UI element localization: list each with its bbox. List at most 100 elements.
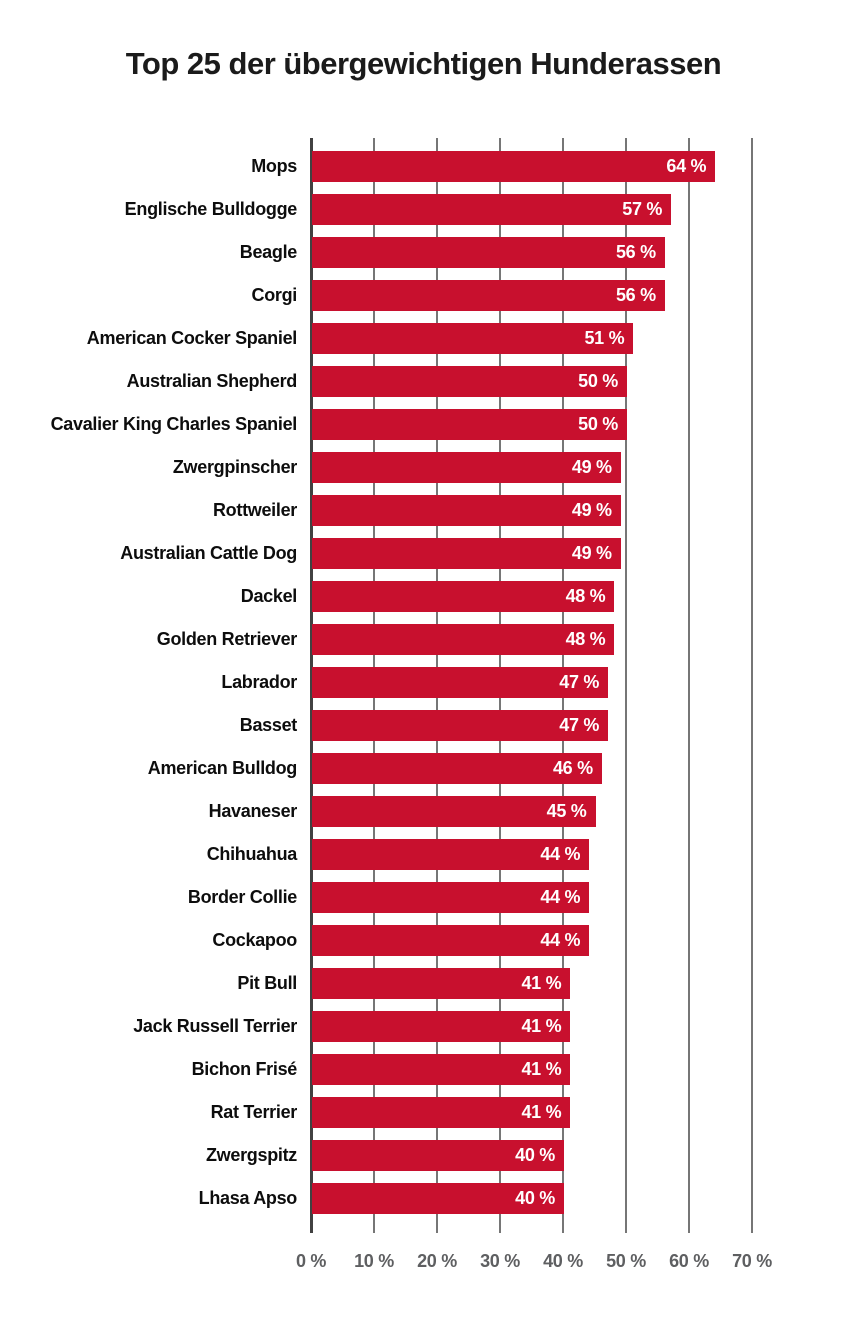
category-label: Cavalier King Charles Spaniel: [50, 414, 298, 434]
bar-row: Rat Terrier 41 %: [0, 1091, 847, 1134]
value-label: 57 %: [622, 199, 663, 219]
x-tick-label: 50 %: [606, 1251, 646, 1271]
bar: 40 %: [312, 1140, 564, 1171]
bar: 45 %: [312, 796, 596, 827]
bar-row: American Cocker Spaniel 51 %: [0, 317, 847, 360]
value-label: 51 %: [584, 328, 625, 348]
category-label: Zwergpinscher: [172, 457, 297, 477]
bar-row: Golden Retriever 48 %: [0, 618, 847, 661]
bar: 44 %: [312, 882, 590, 913]
bar-row: Chihuahua 44 %: [0, 833, 847, 876]
bar-row: Zwergpinscher 49 %: [0, 446, 847, 489]
bar-row: Havaneser 45 %: [0, 790, 847, 833]
x-axis-tick-labels: 0 % 10 % 20 % 30 % 40 % 50 % 60 % 70 %: [296, 1251, 772, 1277]
x-tick-label: 60 %: [669, 1251, 709, 1271]
x-tick-label: 40 %: [543, 1251, 583, 1271]
bar-rows: Mops 64 % Englische Bulldogge 57 % Beagl…: [0, 145, 847, 1220]
category-label: Rat Terrier: [210, 1102, 298, 1122]
gridline: [751, 138, 753, 1233]
bar: 41 %: [312, 968, 571, 999]
bar: 48 %: [312, 581, 615, 612]
bar: 41 %: [312, 1054, 571, 1085]
gridline: [688, 138, 690, 1233]
value-label: 49 %: [571, 500, 612, 520]
bar-row: Bichon Frisé 41 %: [0, 1048, 847, 1091]
category-label: Pit Bull: [237, 973, 297, 993]
bar: 56 %: [312, 280, 665, 311]
gridline: [625, 138, 627, 1233]
category-label: Rottweiler: [212, 500, 297, 520]
bar: 49 %: [312, 538, 621, 569]
category-label: American Cocker Spaniel: [86, 328, 298, 348]
category-label: Corgi: [251, 285, 298, 305]
value-label: 47 %: [559, 715, 600, 735]
bar: 41 %: [312, 1097, 571, 1128]
bar-row: Australian Shepherd 50 %: [0, 360, 847, 403]
bar: 51 %: [312, 323, 634, 354]
bar-row: Corgi 56 %: [0, 274, 847, 317]
bar: 46 %: [312, 753, 602, 784]
category-label: Lhasa Apso: [198, 1188, 298, 1208]
bar: 41 %: [312, 1011, 571, 1042]
bar-row: Cockapoo 44 %: [0, 919, 847, 962]
value-label: 40 %: [515, 1145, 555, 1165]
y-axis-line: [309, 138, 313, 1233]
category-label: Dackel: [240, 586, 298, 606]
value-label: 48 %: [565, 586, 606, 606]
value-label: 44 %: [540, 844, 581, 864]
bar: 49 %: [312, 495, 621, 526]
category-label: Bichon Frisé: [191, 1059, 298, 1079]
bar-row: Border Collie 44 %: [0, 876, 847, 919]
value-label: 44 %: [540, 887, 581, 907]
bar-row: Beagle 56 %: [0, 231, 847, 274]
x-tick-label: 0 %: [295, 1251, 327, 1271]
value-label: 64 %: [666, 156, 707, 176]
bar-row: Pit Bull 41 %: [0, 962, 847, 1005]
bar-row: Australian Cattle Dog 49 %: [0, 532, 847, 575]
bar: 64 %: [312, 151, 716, 182]
bar: 57 %: [312, 194, 672, 225]
category-label: Zwergspitz: [205, 1145, 297, 1165]
category-label: Australian Cattle Dog: [120, 543, 297, 563]
category-label: Labrador: [221, 672, 297, 692]
bar-row: Dackel 48 %: [0, 575, 847, 618]
value-label: 47 %: [559, 672, 600, 692]
category-label: Chihuahua: [206, 844, 298, 864]
bar-row: Jack Russell Terrier 41 %: [0, 1005, 847, 1048]
value-label: 50 %: [578, 414, 618, 434]
bar: 44 %: [312, 925, 590, 956]
category-label: Mops: [251, 156, 297, 176]
bar: 56 %: [312, 237, 665, 268]
category-label: Basset: [239, 715, 298, 735]
category-label: Cockapoo: [212, 930, 297, 950]
bar: 48 %: [312, 624, 615, 655]
category-label: American Bulldog: [147, 758, 298, 778]
value-label: 49 %: [571, 457, 612, 477]
bar-row: Basset 47 %: [0, 704, 847, 747]
category-label: Havaneser: [208, 801, 298, 821]
category-label: Border Collie: [187, 887, 297, 907]
bar-row: American Bulldog 46 %: [0, 747, 847, 790]
value-label: 41 %: [521, 1059, 562, 1079]
value-label: 41 %: [521, 1102, 562, 1122]
value-label: 41 %: [521, 973, 562, 993]
chart-title: Top 25 der übergewichtigen Hunderassen: [125, 46, 722, 81]
value-label: 45 %: [546, 801, 587, 821]
bar: 50 %: [312, 409, 627, 440]
value-label: 50 %: [578, 371, 618, 391]
x-tick-label: 70 %: [732, 1251, 772, 1271]
category-label: Australian Shepherd: [126, 371, 298, 391]
value-label: 56 %: [615, 285, 656, 305]
x-tick-label: 20 %: [417, 1251, 457, 1271]
bar-row: Cavalier King Charles Spaniel 50 %: [0, 403, 847, 446]
value-label: 48 %: [565, 629, 606, 649]
bar-row: Zwergspitz 40 %: [0, 1134, 847, 1177]
value-label: 49 %: [571, 543, 612, 563]
category-label: Golden Retriever: [156, 629, 298, 649]
value-label: 40 %: [515, 1188, 555, 1208]
value-label: 46 %: [552, 758, 593, 778]
bar: 49 %: [312, 452, 621, 483]
value-label: 44 %: [540, 930, 581, 950]
value-label: 56 %: [615, 242, 656, 262]
